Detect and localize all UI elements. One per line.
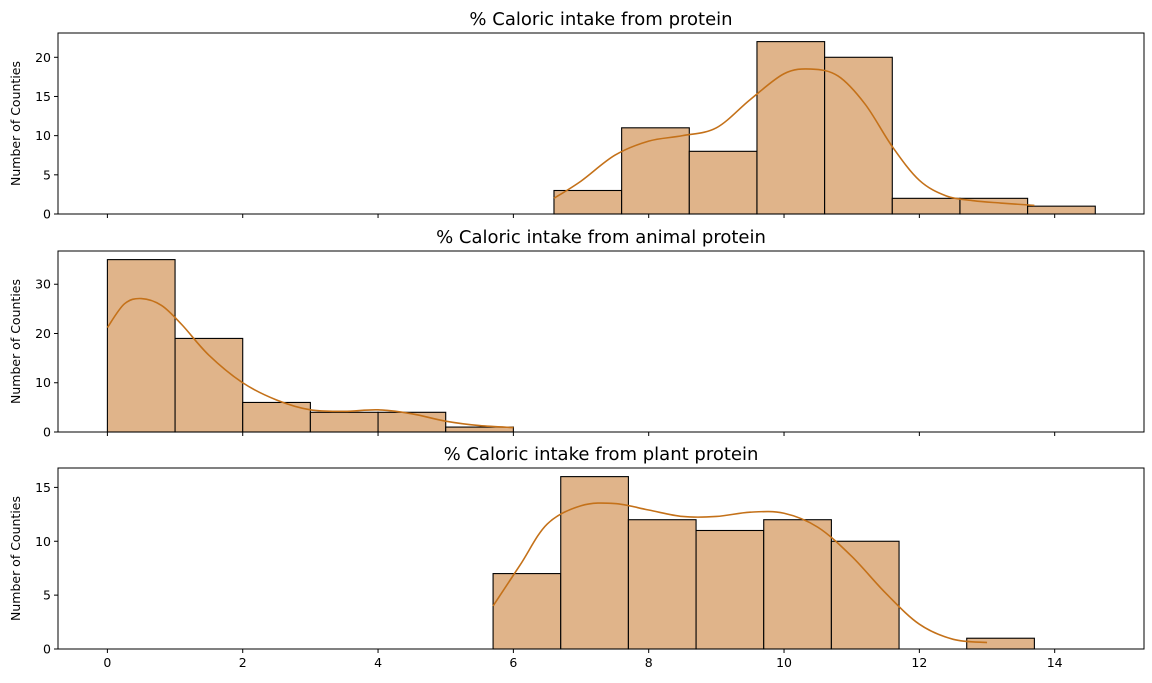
x-tick-label: 8 [645,655,653,670]
y-axis-label: Number of Counties [8,279,23,404]
histogram-panel-protein: % Caloric intake from protein Number of C… [8,9,1145,222]
histogram-bar [106,259,176,433]
x-tick-label: 6 [509,655,517,670]
histogram-bar [174,337,244,433]
y-tick-label: 20 [35,326,51,341]
kde-line [553,68,1035,207]
histogram-bar [627,519,697,650]
bars [106,259,514,433]
histogram-panel-animal-protein: % Caloric intake from animal protein Numb… [8,227,1145,440]
y-tick-label: 0 [43,207,51,222]
histogram-bar [830,540,900,650]
chart-title: % Caloric intake from plant protein [444,444,759,465]
y-tick-label: 10 [35,375,51,390]
x-tick-label: 10 [776,655,792,670]
histogram-bar [492,573,562,650]
kde-line [106,297,514,429]
y-tick-label: 30 [35,277,51,292]
histogram-bar [891,197,961,215]
histogram-bar [621,127,690,215]
histogram-bar [695,529,765,650]
histogram-bar [309,411,379,433]
histogram-bar [688,150,758,215]
bars [553,41,1096,215]
x-tick-label: 4 [374,655,382,670]
y-tick-label: 15 [35,89,51,104]
y-tick-label: 0 [43,425,51,440]
histogram-panel-plant-protein: % Caloric intake from plant protein Numbe… [8,444,1145,670]
histogram-bar [242,401,311,433]
y-tick-label: 0 [43,642,51,657]
bars [492,476,1035,650]
x-tick-label: 12 [911,655,927,670]
histogram-bar [824,56,893,215]
y-tick-label: 20 [35,50,51,65]
histogram-bar [763,519,832,650]
y-tick-label: 15 [35,480,51,495]
chart-title: % Caloric intake from animal protein [436,227,766,248]
y-tick-label: 10 [35,128,51,143]
histogram-bar [553,189,623,215]
x-tick-label: 0 [103,655,111,670]
histogram-bar [1027,205,1096,215]
axes-frame [57,467,1145,650]
chart-title: % Caloric intake from protein [469,9,732,30]
histogram-bar [560,476,629,650]
kde-line [492,502,988,644]
y-tick-label: 10 [35,534,51,549]
y-tick-label: 5 [43,167,51,182]
histogram-bar [756,41,826,215]
histogram-bar [966,637,1035,650]
y-axis-label: Number of Counties [8,496,23,621]
x-tick-label: 14 [1047,655,1063,670]
axes-frame [57,32,1145,215]
y-axis-label: Number of Counties [8,61,23,186]
axes-frame [57,250,1145,433]
y-tick-label: 5 [43,588,51,603]
x-tick-label: 2 [239,655,247,670]
histogram-bar [377,411,447,433]
